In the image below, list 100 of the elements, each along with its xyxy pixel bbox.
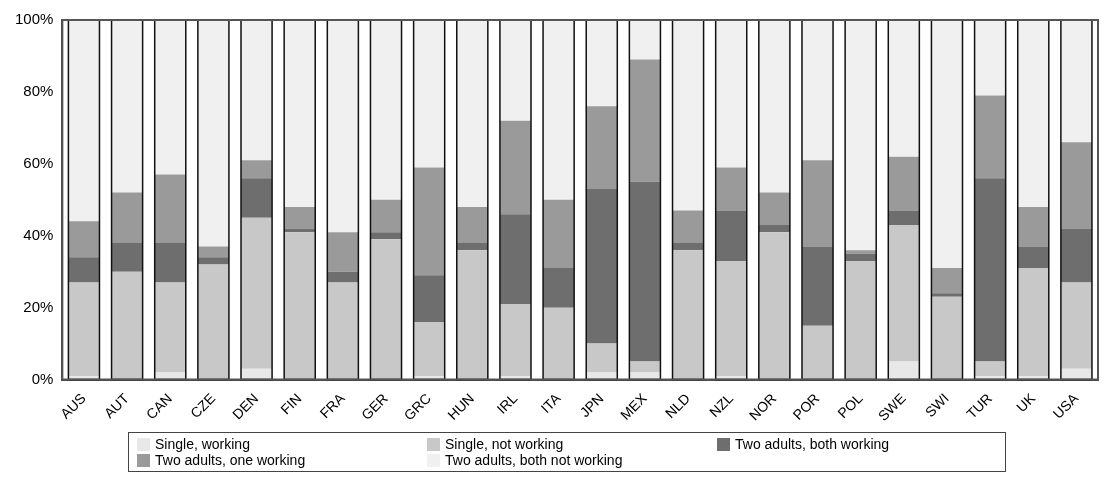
- bar: [241, 20, 273, 161]
- bar: [456, 20, 488, 207]
- bar: [1060, 142, 1092, 229]
- bar: [456, 242, 488, 251]
- bar: [456, 206, 488, 243]
- bar: [888, 361, 920, 380]
- bar: [197, 257, 229, 265]
- bar: [672, 250, 704, 380]
- bar: [758, 192, 790, 225]
- bar: [715, 20, 747, 168]
- bar: [801, 160, 834, 247]
- bar: [327, 271, 359, 283]
- bar: [1060, 228, 1092, 283]
- bar: [672, 242, 704, 251]
- bar: [931, 20, 963, 269]
- x-tick-label: TUR: [963, 390, 995, 422]
- bar: [284, 206, 316, 229]
- bar: [456, 250, 488, 380]
- bar: [284, 20, 316, 207]
- bar: [801, 246, 834, 326]
- bar: [543, 268, 575, 308]
- bar: [801, 20, 834, 161]
- bar: [327, 282, 359, 380]
- y-tick-label: 20%: [23, 297, 54, 315]
- y-tick-label: 40%: [23, 225, 54, 243]
- bar: [888, 224, 920, 362]
- bar: [586, 106, 618, 189]
- x-tick-label: NZL: [706, 389, 737, 421]
- bar: [499, 214, 531, 305]
- bar: [931, 293, 963, 297]
- bar: [154, 282, 186, 373]
- x-tick-label: UK: [1013, 389, 1039, 416]
- bar: [154, 372, 186, 380]
- x-tick-label: ITA: [537, 389, 564, 417]
- y-tick-label: 60%: [23, 153, 54, 171]
- bar: [801, 325, 834, 380]
- bar: [111, 242, 143, 272]
- bar: [931, 268, 963, 294]
- bar: [586, 372, 618, 380]
- bar: [111, 20, 143, 193]
- x-tick-label: IRL: [493, 389, 521, 417]
- bar: [413, 20, 445, 168]
- bar: [586, 189, 618, 344]
- bar: [586, 343, 618, 373]
- bar: [241, 178, 273, 218]
- x-tick-label: USA: [1049, 389, 1082, 422]
- bar: [1060, 282, 1092, 369]
- bar: [758, 224, 790, 233]
- bar: [715, 167, 747, 211]
- x-tick-label: POL: [834, 389, 866, 422]
- bar: [629, 20, 661, 60]
- bar: [715, 210, 747, 261]
- bar: [68, 282, 100, 376]
- bar: [68, 20, 100, 222]
- bar: [197, 20, 229, 247]
- bar: [758, 20, 790, 193]
- bar: [154, 242, 186, 283]
- bar: [499, 20, 531, 121]
- bar: [845, 260, 877, 380]
- bar: [629, 372, 661, 380]
- bar: [370, 239, 402, 380]
- bar: [154, 20, 186, 175]
- bar: [974, 178, 1006, 362]
- legend-label: Single, working: [155, 436, 250, 452]
- legend-label: Two adults, both not working: [445, 452, 623, 468]
- bar: [586, 20, 618, 107]
- bar: [845, 20, 877, 251]
- bar: [629, 361, 661, 373]
- bar: [715, 260, 747, 376]
- bar: [845, 253, 877, 261]
- bar: [111, 192, 143, 243]
- bar: [888, 210, 920, 225]
- bar: [1060, 20, 1092, 143]
- x-tick-label: FIN: [277, 390, 305, 418]
- bar: [499, 120, 531, 215]
- bar: [1017, 20, 1049, 207]
- bar: [370, 20, 402, 200]
- bar: [1017, 246, 1049, 269]
- bar: [888, 156, 920, 211]
- bar: [413, 322, 445, 376]
- bar: [370, 199, 402, 233]
- bar: [1017, 268, 1049, 376]
- bar: [197, 264, 229, 380]
- bar: [241, 217, 273, 369]
- bar: [543, 199, 575, 269]
- bar: [974, 20, 1006, 96]
- bar: [931, 296, 963, 380]
- bar: [68, 221, 100, 258]
- y-tick-label: 80%: [23, 82, 54, 100]
- legend-label: Two adults, both working: [735, 436, 890, 452]
- bar: [327, 232, 359, 272]
- bar: [1017, 206, 1049, 247]
- bar: [284, 232, 316, 380]
- bar: [241, 160, 273, 179]
- bar: [629, 59, 661, 182]
- bar: [845, 250, 877, 254]
- bar: [68, 257, 100, 283]
- bar: [154, 174, 186, 243]
- x-tick-label: FRA: [316, 389, 349, 422]
- bar: [543, 20, 575, 200]
